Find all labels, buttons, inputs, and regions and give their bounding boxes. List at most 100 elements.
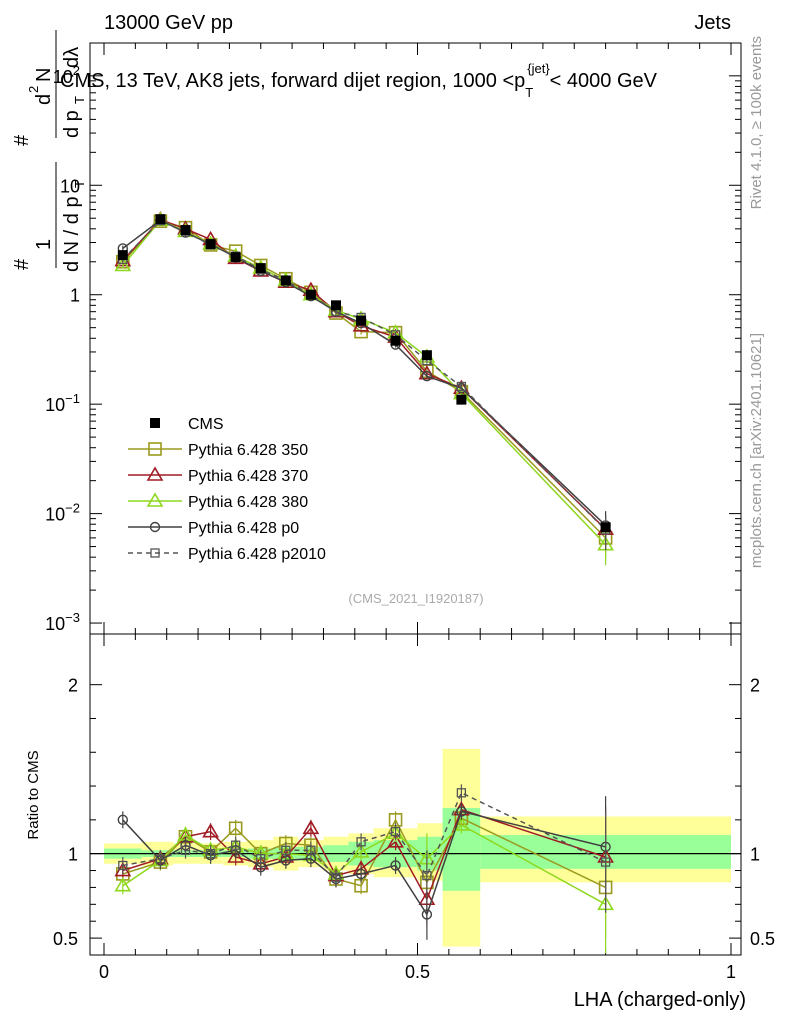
ratio-y-tick-label-right: 1 [750,845,760,865]
ratio-point [302,819,320,835]
ratio-point [456,806,467,817]
legend-item: Pythia 6.428 370 [128,466,308,485]
y-tick-label: 10−1 [45,391,80,415]
data-point [280,275,291,286]
ratio-point [390,860,401,871]
ratio-point [306,845,316,855]
ratio-point [227,848,245,863]
ratio-point [356,837,366,847]
data-point [205,239,216,250]
ratio-point [600,857,611,867]
mcplots-label: mcplots.cern.ch [arXiv:2401.10621] [748,333,765,568]
data-point [255,263,266,274]
ratio-point [180,845,191,855]
svg-text:1: 1 [33,239,55,250]
data-point [114,256,132,272]
legend-marker [148,442,162,456]
ratio-point [231,840,241,850]
svg-text:d: d [33,94,55,105]
svg-text:T: T [72,180,87,188]
svg-text:N: N [33,68,55,82]
title-text: CMS, 13 TeV, AK8 jets, forward dijet reg… [60,61,658,100]
ratio-point [355,868,367,880]
data-point [421,371,433,382]
ratio-point [155,854,166,864]
data-point [600,522,611,533]
ratio-point [256,854,266,864]
ratio-point [421,909,433,920]
legend-marker [146,466,164,481]
ratio-y-tick-label: 0.5 [53,929,78,949]
legend-item: Pythia 6.428 p0 [128,520,299,537]
ratio-point [422,870,432,881]
legend-label: Pythia 6.428 370 [188,468,308,485]
ratio-point [352,843,370,858]
ratio-point [205,848,216,859]
legend-item-cms: CMS [150,416,224,433]
legend-label: Pythia 6.428 p0 [188,520,299,537]
x-tick-label: 0.5 [405,962,430,982]
series-line [122,219,607,531]
data-point [230,252,241,263]
ratio-point [228,821,243,836]
series-pythia-6-428-380 [114,211,614,566]
y-tick-label: 102 [53,63,80,87]
data-point [330,300,341,311]
y-tick-label: 1 [70,286,80,306]
ratio-line [122,823,606,905]
ratio-y-tick-label-right: 2 [750,676,760,696]
ratio-point [118,860,128,871]
data-point [456,394,467,405]
legend-marker [146,492,164,507]
legend-label: Pythia 6.428 380 [188,494,308,511]
data-point [390,335,401,346]
legend-marker [150,418,160,428]
legend-label: Pythia 6.428 350 [188,442,308,459]
legend-marker [150,548,160,558]
data-point [421,350,432,361]
legend-label: CMS [188,416,224,433]
svg-text:dλ: dλ [61,47,83,68]
svg-text:#: # [11,258,33,270]
ratio-y-tick-label: 2 [68,676,78,696]
legend-label: Pythia 6.428 p2010 [188,546,326,563]
ratio-series-pythia-6-428-p2010 [118,784,611,913]
legend-item: Pythia 6.428 380 [128,492,308,511]
legend-item: Pythia 6.428 p2010 [128,546,326,563]
x-tick-label: 0 [99,962,109,982]
ratio-point [114,877,132,892]
header-left: 13000 GeV pp [104,12,233,34]
ratio-point [387,833,404,848]
x-axis-label: LHA (charged-only) [574,989,746,1011]
svg-text:d p: d p [61,110,83,138]
plot-title: CMS, 13 TeV, AK8 jets, forward dijet reg… [60,61,658,100]
ratio-point [331,872,341,882]
data-point [117,250,128,261]
series-line [122,220,607,539]
legend-marker [149,521,161,533]
ratio-y-tick-label: 1 [68,845,78,865]
y-tick-label: 10−3 [45,610,80,634]
main-ylabel: # 1 d N / d p T # d 2 N d p T dλ [11,30,87,272]
header-right: Jets [694,12,731,34]
analysis-watermark: (CMS_2021_I1920187) [348,591,483,606]
svg-text:2: 2 [26,86,41,93]
x-tick-label: 1 [726,962,736,982]
data-point [305,289,316,300]
data-point [456,381,467,392]
svg-text:T: T [72,96,87,104]
ratio-y-tick-label-right: 0.5 [750,929,775,949]
ratio-point [281,845,291,855]
svg-text:d N / d p: d N / d p [61,196,83,272]
y-tick-label: 10−2 [45,501,80,525]
data-point [180,225,191,236]
ratio-line [122,791,606,879]
rivet-label: Rivet 4.1.0, ≥ 100k events [748,36,765,209]
ratio-ylabel: Ratio to CMS [25,750,42,839]
ratio-point [117,814,129,826]
ratio-point [390,827,401,837]
svg-text:#: # [11,134,33,146]
series-cms [117,214,611,533]
